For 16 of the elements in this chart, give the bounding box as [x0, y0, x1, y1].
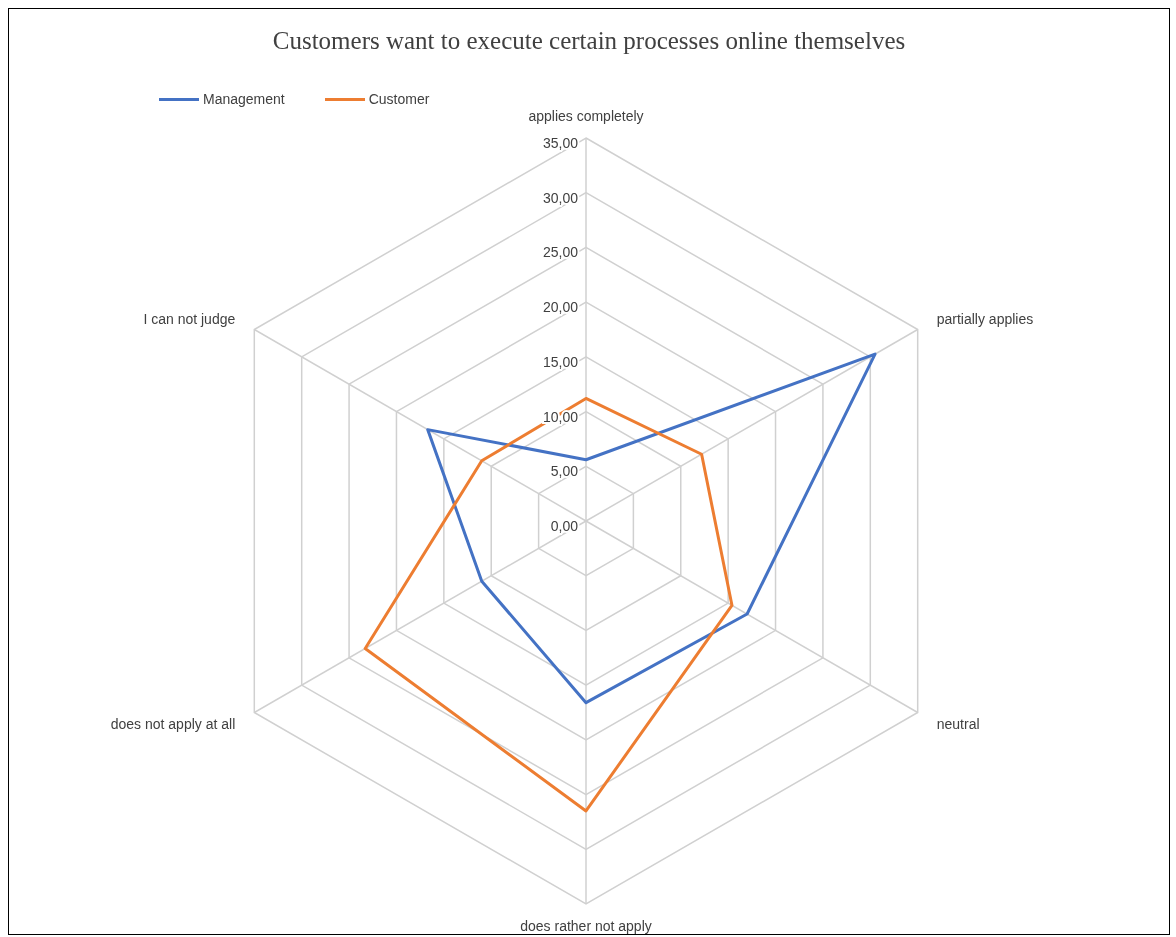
spoke-label: does not apply at all [110, 715, 236, 732]
y-tick-label: 20,00 [542, 299, 579, 316]
y-tick-label: 30,00 [542, 189, 579, 206]
y-tick-label: 15,00 [542, 353, 579, 370]
spoke-label: I can not judge [143, 310, 236, 327]
legend-label: Management [203, 91, 285, 107]
spoke-label: neutral [936, 715, 980, 732]
y-tick-label: 35,00 [542, 135, 579, 151]
chart-title: Customers want to execute certain processes online themselves [271, 27, 907, 55]
y-tick-label: 25,00 [542, 244, 579, 261]
spoke-label: does rather not apply [520, 918, 652, 934]
spoke-label: partially applies [936, 310, 1034, 327]
spoke-label: applies completely [528, 108, 644, 124]
legend-label: Customer [368, 91, 430, 107]
y-tick-label: 5,00 [550, 463, 579, 480]
y-tick-label: 0,00 [550, 518, 579, 534]
